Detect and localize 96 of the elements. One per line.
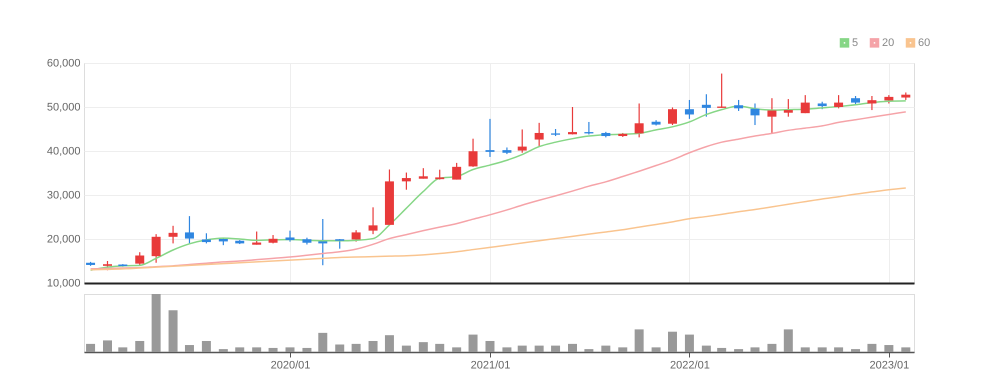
bar bbox=[302, 348, 312, 352]
bar bbox=[901, 347, 910, 352]
bar bbox=[767, 344, 776, 352]
bar bbox=[135, 340, 144, 352]
bar bbox=[734, 349, 744, 352]
bar bbox=[702, 346, 711, 352]
bar bbox=[118, 347, 128, 352]
bar bbox=[202, 340, 211, 352]
bar bbox=[384, 335, 394, 352]
legend-label: 60 bbox=[918, 36, 930, 49]
candlestick bbox=[717, 72, 726, 108]
bar bbox=[235, 347, 244, 352]
candlestick bbox=[668, 106, 677, 126]
bar bbox=[601, 346, 610, 352]
bar bbox=[584, 349, 594, 352]
candlestick bbox=[452, 162, 462, 180]
candlestick bbox=[800, 94, 810, 114]
x-tick-label: 2020/01 bbox=[270, 360, 310, 370]
candlestick bbox=[485, 118, 494, 158]
bar bbox=[717, 348, 726, 352]
bar bbox=[435, 344, 444, 352]
bar bbox=[485, 340, 494, 352]
y-tick-label: 60,000 bbox=[46, 58, 80, 70]
y-tick-label: 40,000 bbox=[46, 146, 80, 158]
bar bbox=[534, 346, 544, 352]
bar bbox=[834, 347, 844, 352]
bar bbox=[402, 346, 411, 352]
y-tick-label: 20,000 bbox=[46, 234, 80, 246]
bar bbox=[335, 344, 344, 352]
candlestick bbox=[784, 98, 793, 118]
candlestick bbox=[851, 95, 860, 106]
candlestick bbox=[684, 99, 694, 120]
bar bbox=[102, 340, 112, 352]
bar bbox=[784, 329, 793, 352]
candlestick bbox=[368, 206, 378, 235]
bar bbox=[184, 345, 194, 352]
bar bbox=[86, 344, 96, 352]
y-tick-label: 10,000 bbox=[46, 278, 80, 290]
bar bbox=[468, 334, 478, 352]
bar bbox=[285, 347, 294, 352]
bar bbox=[502, 347, 512, 352]
bar bbox=[268, 348, 278, 352]
bar bbox=[551, 346, 560, 352]
bar bbox=[252, 347, 262, 352]
candlestick bbox=[468, 138, 478, 168]
candlestick bbox=[702, 94, 711, 118]
candlestick bbox=[352, 230, 361, 242]
bar bbox=[152, 294, 161, 352]
bar bbox=[867, 344, 876, 352]
candlestick bbox=[568, 106, 577, 136]
candlestick bbox=[135, 252, 144, 266]
candlestick bbox=[584, 121, 594, 136]
y-tick-label: 30,000 bbox=[46, 190, 80, 202]
x-tick-label: 2021/01 bbox=[470, 360, 510, 370]
candlestick bbox=[767, 98, 776, 134]
bar bbox=[568, 344, 577, 352]
legend-label: 5 bbox=[852, 36, 858, 49]
x-tick-label: 2022/01 bbox=[670, 360, 710, 370]
candlestick bbox=[834, 94, 844, 109]
candlestick bbox=[402, 172, 411, 190]
bar bbox=[884, 345, 894, 352]
candlestick bbox=[518, 128, 527, 154]
bar bbox=[518, 346, 527, 352]
candlestick bbox=[534, 122, 544, 148]
bar bbox=[818, 347, 827, 352]
candlestick bbox=[184, 216, 194, 244]
candlestick bbox=[734, 99, 744, 112]
bar bbox=[851, 349, 860, 352]
bar bbox=[800, 347, 810, 352]
bar bbox=[352, 344, 361, 352]
bar bbox=[668, 332, 677, 352]
bar bbox=[750, 347, 760, 352]
candlestick bbox=[867, 95, 876, 111]
bar bbox=[168, 310, 178, 352]
candlestick bbox=[634, 102, 644, 138]
legend-label: 20 bbox=[882, 36, 894, 49]
bar bbox=[318, 332, 328, 352]
bar bbox=[452, 347, 462, 352]
bar bbox=[684, 334, 694, 352]
bar bbox=[368, 340, 378, 352]
bar bbox=[418, 342, 428, 352]
candlestick bbox=[318, 218, 328, 266]
candlestick bbox=[335, 238, 344, 250]
x-tick-label: 2023/01 bbox=[869, 360, 910, 370]
candlestick bbox=[750, 102, 760, 126]
candlestick bbox=[285, 230, 294, 242]
bar bbox=[652, 347, 661, 352]
bar bbox=[634, 329, 644, 352]
candlestick bbox=[202, 232, 211, 244]
candlestick bbox=[152, 234, 161, 264]
y-tick-label: 50,000 bbox=[46, 102, 80, 114]
line-series bbox=[90, 187, 907, 271]
candlestick bbox=[252, 230, 262, 246]
bar bbox=[618, 347, 628, 352]
bar bbox=[218, 349, 228, 352]
candlestick bbox=[168, 225, 178, 244]
